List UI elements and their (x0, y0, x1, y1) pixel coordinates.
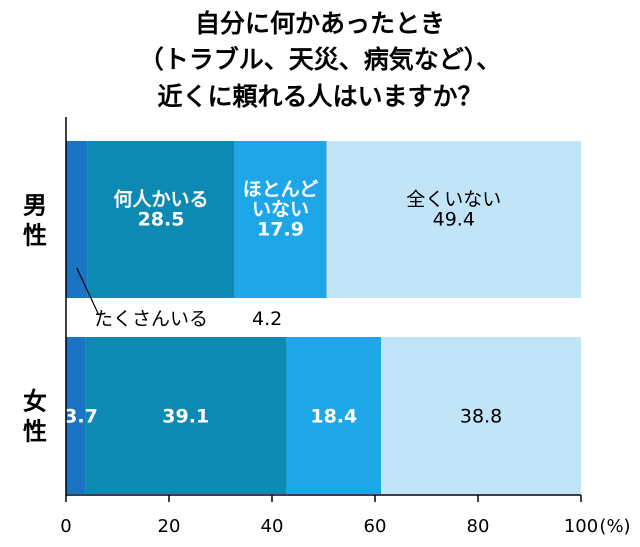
bar-segment (326, 141, 581, 298)
segment-value-label: 38.8 (460, 406, 502, 428)
x-tick-label: 60 (364, 516, 387, 537)
segment-value-label: 18.4 (310, 406, 357, 428)
chart-title-line: 自分に何かあったとき (195, 9, 445, 38)
x-tick-label: 20 (158, 516, 181, 537)
chart-title: 自分に何かあったとき （トラブル、天災、病気など）、近くに頼れる人はいますか？ (139, 9, 502, 111)
chart-title-line: 近くに頼れる人はいますか？ (157, 82, 482, 111)
callout: たくさんいる 4.2 (76, 267, 282, 330)
x-tick-label: 0 (60, 516, 71, 537)
x-tick-label: 100 (564, 516, 598, 537)
x-axis-unit: (%) (599, 516, 630, 537)
segment-value-label: 3.7 (64, 406, 98, 428)
callout-text: たくさんいる (94, 308, 208, 330)
bar-segment (286, 337, 382, 494)
x-axis: 0 20 40 60 80 100 (%) (60, 117, 631, 537)
chart-title-line: （トラブル、天災、病気など）、 (139, 45, 502, 74)
segment-labels: 何人かいる 28.5 ほとんどいない 17.9 全くいない 49.4 3.7 39.1 18.4… (64, 179, 502, 428)
callout-leader-line (76, 267, 100, 316)
segment-value-label: 39.1 (162, 406, 209, 428)
category-label: 女性 (23, 388, 47, 446)
bar-segment (85, 337, 287, 494)
x-tick-label: 40 (261, 516, 284, 537)
segment-label: 何人かいる 28.5 (114, 188, 209, 231)
bar-segment (381, 337, 581, 494)
bar-segment (66, 337, 86, 494)
bars (66, 141, 581, 494)
bar-segment (234, 141, 327, 298)
x-tick-label: 80 (467, 516, 490, 537)
callout-value: 4.2 (252, 308, 282, 330)
segment-label: 全くいない 49.4 (406, 189, 501, 231)
bar-segment (87, 141, 235, 298)
bar-segment (66, 141, 88, 298)
category-label: 男性 (23, 192, 47, 250)
segment-label: ほとんどいない 17.9 (243, 179, 318, 241)
